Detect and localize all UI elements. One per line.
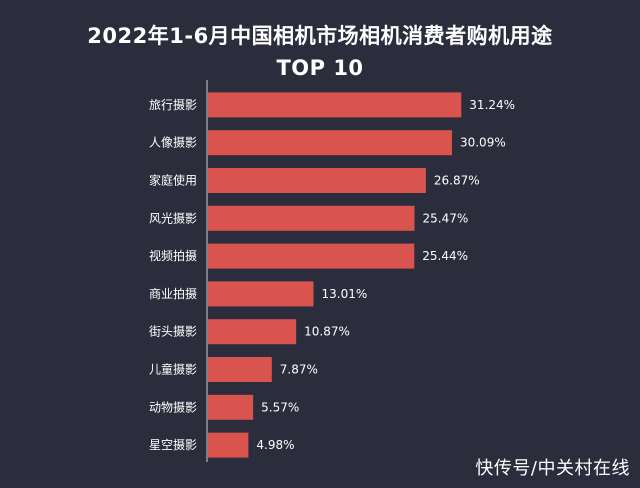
category-label: 旅行摄影 <box>149 97 197 112</box>
chart-title: 2022年1-6月中国相机市场相机消费者购机用途 <box>87 24 553 48</box>
bar <box>208 168 426 193</box>
bar <box>208 281 314 307</box>
watermark-text: 快传号/中关村在线 <box>475 458 630 479</box>
value-label: 13.01% <box>321 287 367 301</box>
value-label: 25.47% <box>423 211 469 225</box>
bar <box>208 394 254 420</box>
category-label: 人像摄影 <box>149 135 197 150</box>
category-label: 风光摄影 <box>149 210 197 225</box>
value-label: 5.57% <box>261 400 299 414</box>
value-label: 31.24% <box>469 98 515 112</box>
value-label: 26.87% <box>434 174 480 188</box>
chart-subtitle: TOP 10 <box>276 56 364 80</box>
value-label: 25.44% <box>422 249 468 263</box>
value-label: 10.87% <box>304 325 350 339</box>
value-label: 30.09% <box>460 136 506 150</box>
category-label: 街头摄影 <box>149 324 197 339</box>
category-label: 星空摄影 <box>149 437 197 452</box>
category-label: 家庭使用 <box>149 173 197 188</box>
bar <box>208 243 415 269</box>
bar <box>208 432 249 458</box>
category-label: 商业拍摄 <box>149 286 197 301</box>
category-label: 儿童摄影 <box>149 362 197 377</box>
bar <box>208 205 415 231</box>
category-label: 视频拍摄 <box>149 248 197 263</box>
bar <box>208 130 452 156</box>
value-label: 7.87% <box>280 363 318 377</box>
bar <box>208 357 272 382</box>
value-label: 4.98% <box>256 438 294 452</box>
category-label: 动物摄影 <box>149 399 197 414</box>
bar <box>208 319 297 345</box>
bar <box>208 92 462 118</box>
